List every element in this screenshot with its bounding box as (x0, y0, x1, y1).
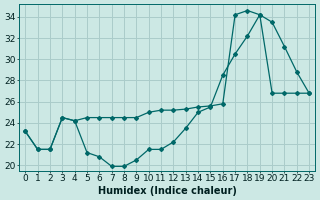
X-axis label: Humidex (Indice chaleur): Humidex (Indice chaleur) (98, 186, 237, 196)
